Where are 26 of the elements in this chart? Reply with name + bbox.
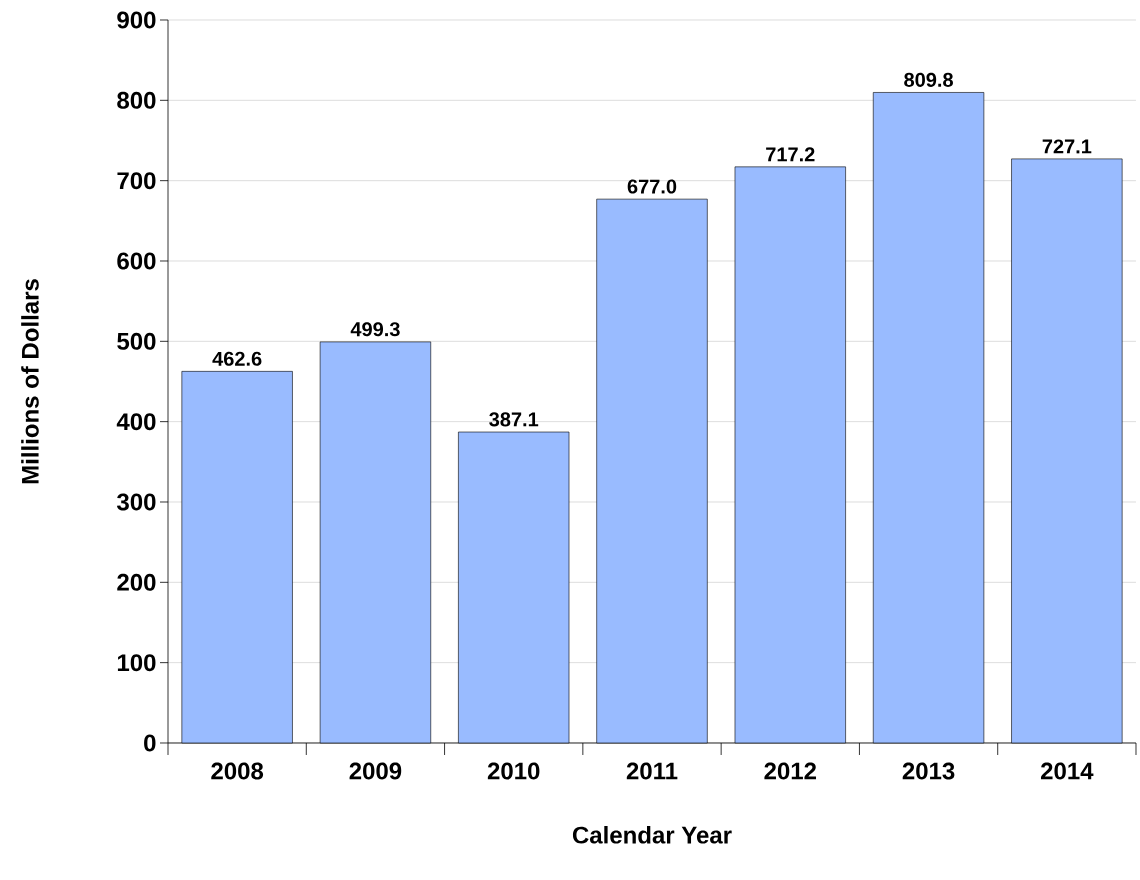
data-label: 499.3 bbox=[350, 322, 400, 337]
x-axis-title: Calendar Year bbox=[572, 825, 732, 844]
data-label: 387.1 bbox=[489, 412, 539, 427]
x-tick-label: 2014 bbox=[1040, 762, 1094, 780]
y-tick-label: 300 bbox=[116, 493, 156, 511]
x-tick-label: 2009 bbox=[349, 762, 402, 780]
y-tick-label: 400 bbox=[116, 413, 156, 431]
y-tick-label: 0 bbox=[144, 734, 156, 752]
data-label: 809.8 bbox=[904, 72, 953, 87]
data-label: 727.1 bbox=[1042, 139, 1092, 154]
data-label: 462.6 bbox=[212, 351, 262, 366]
y-tick-label: 900 bbox=[117, 11, 156, 29]
x-tick-label: 2013 bbox=[902, 762, 955, 780]
x-tick-label: 2011 bbox=[626, 762, 678, 780]
y-tick-label: 500 bbox=[117, 332, 156, 350]
data-label: 677.0 bbox=[627, 179, 677, 194]
y-tick-label: 200 bbox=[117, 573, 156, 591]
x-tick-label: 2012 bbox=[764, 762, 817, 780]
y-tick-label: 700 bbox=[117, 172, 156, 190]
x-tick-label: 2010 bbox=[487, 762, 540, 780]
y-tick-label: 100 bbox=[117, 654, 156, 672]
data-label: 717.2 bbox=[766, 147, 815, 162]
y-tick-label: 600 bbox=[117, 252, 156, 270]
y-tick-label: 800 bbox=[117, 91, 156, 109]
x-tick-label: 2008 bbox=[211, 762, 264, 780]
y-axis-title: Millions of Dollars bbox=[21, 279, 39, 484]
